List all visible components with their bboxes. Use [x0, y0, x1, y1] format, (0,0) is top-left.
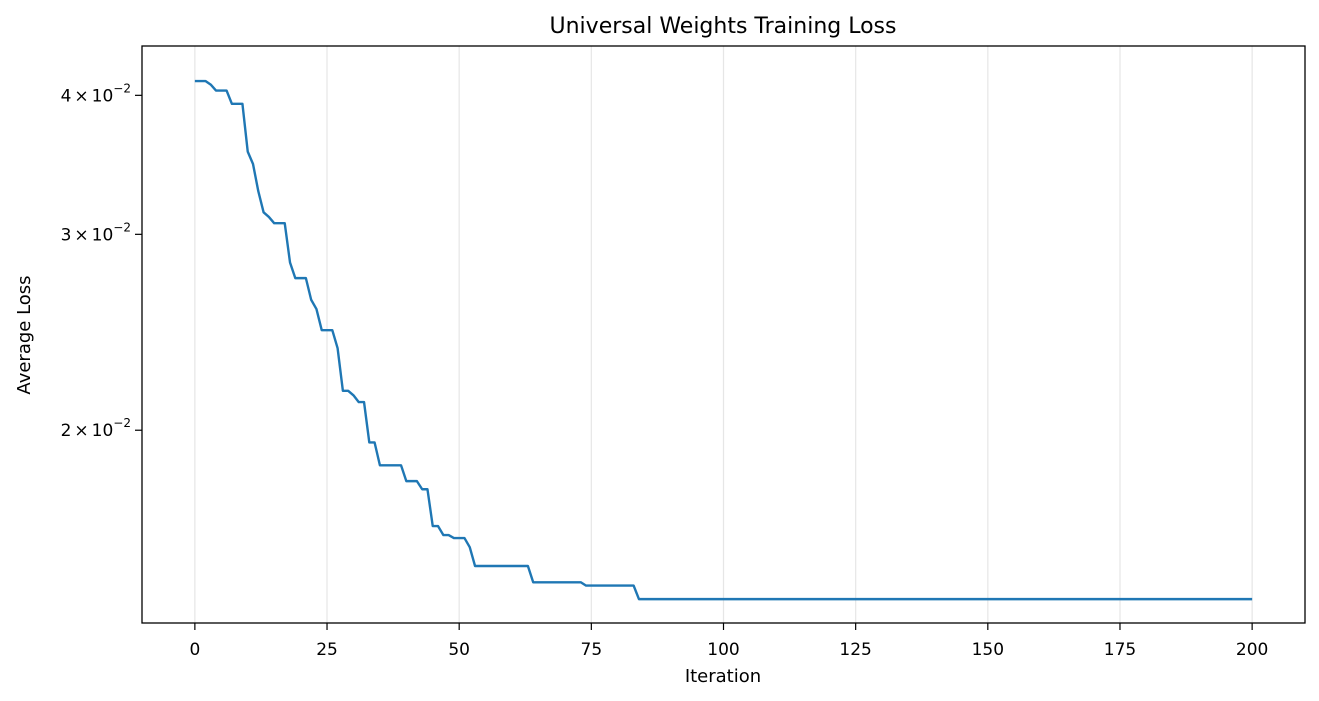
- x-tick-label: 175: [1104, 640, 1136, 660]
- series-layer: [194, 79, 1253, 601]
- y-tick-base: 10: [92, 86, 114, 106]
- chart-title: Universal Weights Training Loss: [550, 14, 897, 39]
- x-tick-label: 75: [581, 640, 603, 660]
- y-axis-label: Average Loss: [14, 275, 35, 394]
- y-tick-times: ×: [74, 225, 88, 245]
- y-tick-exponent: −2: [113, 416, 131, 430]
- x-tick-label: 50: [448, 640, 470, 660]
- grid-lines: [194, 46, 1253, 623]
- x-axis-label: Iteration: [685, 666, 761, 687]
- y-tick-label: 2 × 10−2: [61, 416, 131, 441]
- y-tick-times: ×: [74, 86, 88, 106]
- x-tick-label: 100: [707, 640, 739, 660]
- loss-series-line: [194, 79, 1253, 601]
- y-tick-mantissa: 4: [61, 86, 72, 106]
- x-tick-label: 200: [1236, 640, 1268, 660]
- y-tick-label: 4 × 10−2: [61, 81, 131, 106]
- y-tick-times: ×: [74, 421, 88, 441]
- y-tick-mantissa: 2: [61, 421, 72, 441]
- x-tick-label: 150: [972, 640, 1004, 660]
- y-tick-exponent: −2: [113, 81, 131, 95]
- y-tick-base: 10: [92, 225, 114, 245]
- y-tick-label: 3 × 10−2: [61, 220, 131, 245]
- y-tick-exponent: −2: [113, 220, 131, 234]
- x-tick-label: 125: [839, 640, 871, 660]
- y-axis-ticks: 2 × 10−23 × 10−24 × 10−2: [61, 81, 142, 441]
- y-tick-base: 10: [92, 421, 114, 441]
- x-tick-label: 0: [189, 640, 200, 660]
- x-axis-ticks: 0 25 50 75 100 125 150 175 200: [189, 623, 1268, 660]
- y-tick-mantissa: 3: [61, 225, 72, 245]
- x-tick-label: 25: [316, 640, 338, 660]
